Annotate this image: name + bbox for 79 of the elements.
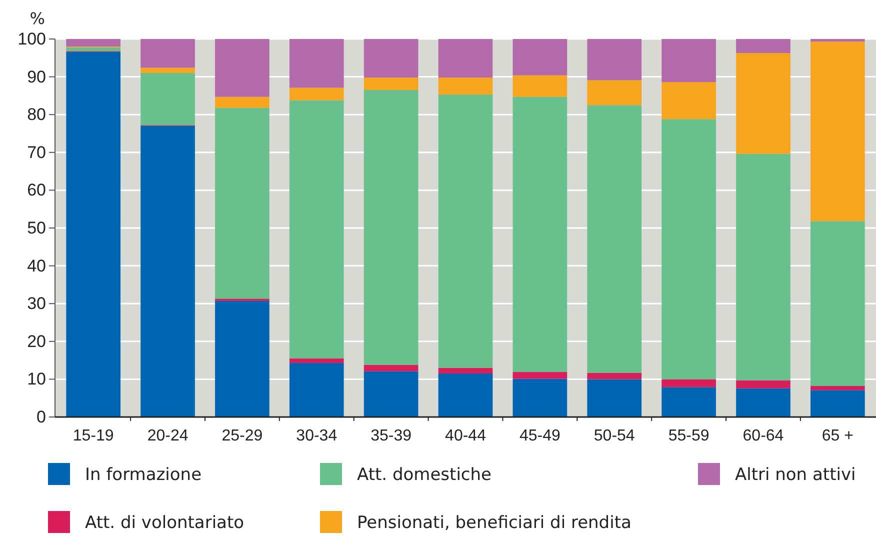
bar [289,358,344,363]
x-tick-label: 20-24 [147,427,188,444]
y-tick-label: 100 [18,29,46,48]
bar [512,378,568,417]
bar [66,47,120,52]
bar [810,39,865,42]
bar [140,39,195,68]
bar [810,386,865,390]
y-tick-label: 80 [27,105,46,124]
y-tick-label: 10 [27,370,46,389]
bar [810,42,865,222]
bar [215,96,270,108]
bar [289,39,344,88]
bar [810,390,865,417]
bar [587,379,642,417]
bar [662,379,716,388]
bar [140,68,195,74]
bar [438,78,493,95]
bar [736,39,790,53]
bar [662,387,716,417]
bar [512,39,568,76]
y-tick-label: 30 [27,294,46,314]
y-tick-label: 90 [27,67,46,86]
x-tick-label: 45-49 [519,427,560,444]
bar [662,82,716,120]
bar [364,39,418,78]
bar [438,368,493,374]
y-tick-label: 0 [36,407,46,426]
bar [512,372,568,379]
y-tick-label: 40 [27,256,46,276]
legend-label: Altri non attivi [735,465,856,485]
bar [736,388,790,417]
bar [587,105,642,373]
bar [364,90,418,365]
y-tick-label: 50 [27,218,46,238]
bar [215,300,270,417]
x-tick-label: 35-39 [370,427,412,444]
bar [512,75,568,97]
bar [140,126,195,417]
legend-label: Att. di volontariato [85,513,244,533]
bar [289,100,344,358]
x-tick-label: 25-29 [222,427,263,444]
y-tick-label: 20 [27,332,46,351]
legend-label: Pensionati, beneficiari di rendita [357,513,632,533]
y-tick-label: 70 [27,142,46,162]
bar [364,364,418,372]
x-tick-label: 65 + [822,427,854,444]
bar [364,371,418,417]
x-tick-label: 55-59 [668,427,710,444]
x-tick-label: 60-64 [742,427,784,444]
bar [810,221,865,386]
legend-label: In formazione [85,465,202,485]
bar [289,362,344,417]
bar [438,374,493,417]
x-tick-label: 40-44 [445,427,486,444]
bar [587,80,642,106]
bar [736,380,790,388]
bar [736,154,790,380]
bar [215,108,270,299]
bar [587,39,642,80]
bar [438,94,493,368]
bar [512,96,568,372]
bar [364,78,418,90]
y-axis-title: % [30,9,45,28]
bar [140,73,195,126]
bar [66,39,120,47]
x-tick-label: 15-19 [72,427,114,444]
bar [289,88,344,100]
bar [215,39,270,97]
bar [66,52,120,417]
bar [736,52,790,154]
bar [662,119,716,380]
bar [438,39,493,78]
bar [587,372,642,380]
bar [662,39,716,82]
legend-label: Att. domestiche [357,465,492,485]
x-tick-label: 50-54 [594,427,635,444]
x-tick-label: 30-34 [296,427,338,444]
y-tick-label: 60 [27,180,46,200]
